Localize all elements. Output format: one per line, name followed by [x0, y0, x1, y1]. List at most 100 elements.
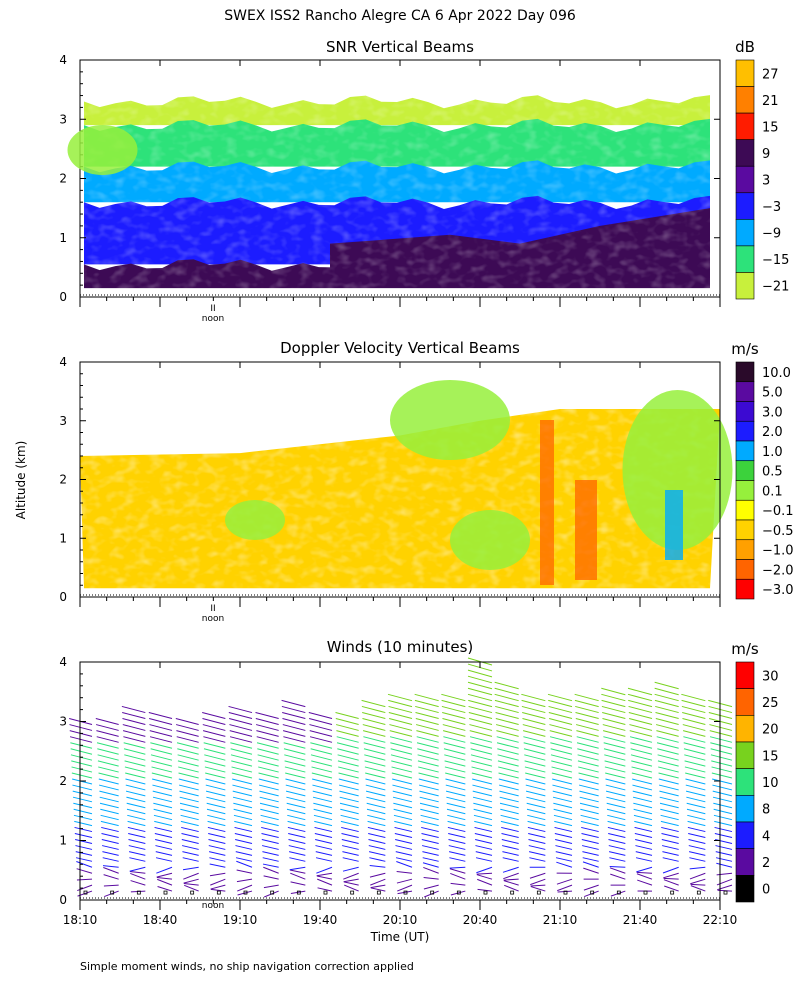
doppler-title: Doppler Velocity Vertical Beams [280, 339, 520, 357]
wind-barb [448, 845, 466, 850]
wind-barb [634, 826, 653, 833]
wind-barb [689, 857, 706, 862]
colorbar-swatch [735, 420, 755, 442]
wind-barb [636, 866, 653, 873]
wind-barb [414, 699, 439, 708]
wind-barb [393, 808, 413, 815]
wind-barb [475, 845, 493, 850]
wind-barb [123, 742, 146, 749]
wind-barb [128, 839, 146, 844]
wind-barb [443, 736, 466, 743]
wind-barb [290, 872, 306, 880]
wind-barb [71, 760, 93, 767]
wind-barb [76, 861, 93, 868]
wind-barb [634, 832, 653, 839]
wind-barb [287, 814, 306, 821]
wind-barb [527, 820, 546, 827]
wind-barb [261, 826, 279, 833]
wind-barb [258, 784, 279, 791]
wind-barb [445, 784, 466, 791]
noon-label-2: noon [202, 614, 224, 624]
wind-barb [312, 784, 333, 791]
wind-ground-marker [296, 890, 301, 895]
wind-barb [101, 826, 119, 833]
wind-barb [656, 736, 679, 743]
wind-barb [654, 681, 679, 690]
wind-barb [716, 872, 733, 876]
wind-barb [151, 760, 173, 767]
wind-barb [663, 877, 679, 880]
wind-barb [96, 736, 119, 743]
wind-barb [126, 802, 146, 809]
wind-barb [414, 693, 439, 702]
x-tick-label: 19:40 [303, 913, 338, 927]
wind-barb [339, 802, 359, 809]
wind-barb [716, 862, 733, 868]
wind-barb [103, 874, 119, 880]
wind-barb [395, 857, 413, 862]
wind-barb [503, 878, 519, 881]
wind-barb [95, 718, 119, 725]
wind-barb [583, 884, 599, 891]
colorbar-swatch [735, 401, 755, 422]
wind-barb [95, 724, 119, 731]
wind-barb [177, 754, 199, 761]
colorbar-label: 30 [762, 669, 779, 684]
wind-barb [577, 754, 599, 761]
wind-barb [497, 754, 519, 761]
wind-barb [179, 802, 199, 809]
wind-barb [342, 851, 359, 856]
colorbar-swatch [735, 219, 755, 247]
x-tick-label: 21:40 [623, 913, 658, 927]
wind-ground-marker [350, 890, 355, 895]
wind-ground-marker [216, 890, 221, 895]
wind-barb [445, 778, 466, 785]
wind-barb [663, 879, 679, 886]
wind-barb [470, 742, 493, 749]
wind-barb [203, 748, 226, 755]
wind-barb [581, 832, 599, 839]
wind-barb [69, 724, 93, 731]
wind-barb [712, 784, 733, 791]
wind-barb [368, 832, 386, 839]
wind-barb [605, 784, 626, 791]
wind-barb [449, 866, 466, 869]
wind-barb [472, 796, 493, 803]
wind-barb [289, 869, 306, 874]
wind-barb [363, 742, 386, 749]
wind-barb [393, 802, 413, 809]
winds-axes: 0 1 2 3 4 18:10 18:40 19:10 19:40 20:10 20:40 21:10… [59, 655, 737, 927]
wind-barb [575, 711, 599, 720]
colorbar-label: 3.0 [762, 405, 783, 420]
wind-barb [152, 790, 173, 797]
wind-barb [96, 730, 119, 737]
wind-barb [502, 866, 519, 873]
wind-barb [73, 802, 93, 809]
wind-barb [442, 730, 466, 737]
wind-barb [284, 754, 306, 761]
doppler-patch-blue [665, 490, 683, 560]
wind-barb [688, 845, 706, 850]
wind-barb [315, 839, 333, 844]
wind-barb [310, 748, 333, 755]
wind-barb [476, 872, 493, 875]
wind-barb [602, 730, 626, 737]
colorbar-label: 25 [762, 696, 779, 711]
y-tick-label: 2 [59, 473, 67, 487]
wind-barb [370, 887, 386, 892]
wind-barb [208, 832, 226, 839]
wind-barb [203, 742, 226, 749]
wind-barb [290, 890, 306, 895]
wind-barb [576, 736, 599, 743]
doppler-streak [575, 480, 597, 580]
wind-barb [155, 839, 173, 844]
wind-barb [233, 808, 253, 815]
wind-barb [365, 772, 386, 779]
wind-barb [690, 878, 706, 885]
x-tick-label: 22:10 [703, 913, 738, 927]
wind-barb [608, 832, 626, 839]
wind-barb [556, 861, 573, 868]
wind-barb [635, 851, 653, 856]
wind-barb [549, 718, 573, 725]
wind-barb [208, 851, 226, 856]
